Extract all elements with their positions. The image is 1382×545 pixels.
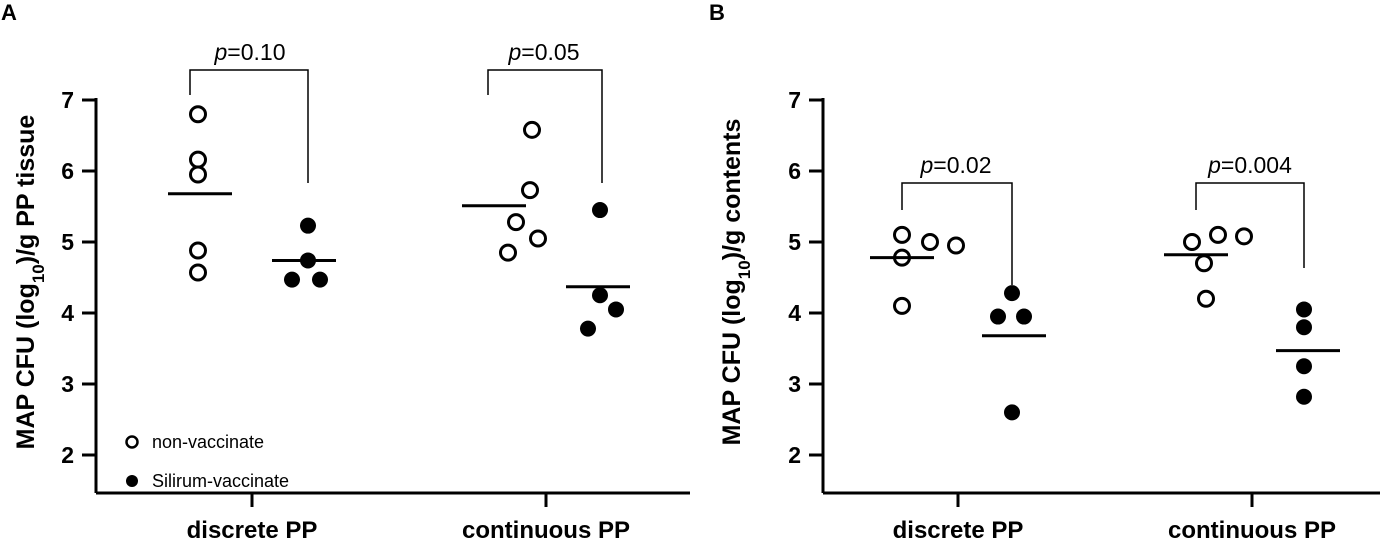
p-value-label: p=0.05 (508, 39, 580, 65)
filled-circle-point (608, 301, 624, 318)
legend-label-non-vaccinate: non-vaccinate (152, 432, 264, 452)
significance-bracket (189, 69, 309, 183)
filled-circle-point (300, 217, 316, 234)
panel-b-y-ticks: 2 3 4 5 6 7 (788, 87, 823, 468)
open-circle-point (189, 165, 207, 184)
significance-bracket (1195, 182, 1305, 268)
legend-filled-circle-marker (126, 475, 138, 487)
open-circle-point (947, 236, 965, 255)
panel-b-mean-lines (870, 253, 1340, 353)
panel-a-category-label-continuous: continuous PP (462, 517, 630, 544)
y-tick-label: 3 (788, 371, 801, 397)
panel-a-significance-brackets: p=0.10 p=0.05 (189, 39, 603, 183)
open-circle-point (921, 233, 939, 251)
legend-label-silirum-vaccinate: Silirum-vaccinate (152, 471, 289, 491)
open-circle-point (189, 105, 207, 124)
p-value-label: p=0.02 (920, 152, 992, 178)
filled-circle-point (312, 271, 328, 288)
filled-circle-point (1004, 285, 1020, 302)
y-tick-label: 2 (788, 442, 801, 468)
open-circle-point (523, 120, 541, 139)
open-circle-point (521, 181, 539, 200)
open-circle-point (529, 229, 547, 248)
panel-b-category-label-continuous: continuous PP (1168, 517, 1336, 544)
panel-b-y-axis-label: MAP CFU (log10)/g contents (718, 119, 754, 446)
y-tick-label: 3 (61, 371, 74, 397)
open-circle-point (189, 241, 207, 260)
panel-a-y-axis-label: MAP CFU (log10)/g PP tissue (12, 115, 48, 450)
open-circle-point (1235, 227, 1253, 246)
open-circle-point (1195, 254, 1213, 273)
panel-b-category-label-discrete: discrete PP (893, 517, 1024, 544)
filled-circle-point (592, 287, 608, 304)
y-tick-label: 4 (61, 300, 74, 326)
filled-circle-point (1296, 388, 1312, 405)
open-circle-point (499, 243, 517, 262)
y-tick-label: 7 (61, 87, 74, 113)
panel-b-significance-brackets: p=0.02 p=0.004 (901, 152, 1305, 285)
open-circle-point (893, 296, 911, 315)
filled-circle-point (990, 308, 1006, 325)
open-circle-point (507, 213, 525, 232)
panel-a: A MAP CFU (log10)/g PP tissue 2 3 4 5 6 7 dis… (1, 0, 690, 544)
filled-circle-point (284, 271, 300, 288)
panel-b-letter: B (709, 0, 725, 25)
filled-circle-point (580, 320, 596, 337)
panel-b: B MAP CFU (log10)/g contents 2 3 4 5 6 7 disc… (709, 0, 1380, 544)
filled-circle-point (1296, 319, 1312, 336)
filled-circle-point (1296, 358, 1312, 375)
y-tick-label: 2 (61, 442, 74, 468)
y-tick-label: 5 (61, 229, 74, 255)
p-value-label: p=0.10 (214, 39, 286, 65)
y-tick-label: 5 (788, 229, 801, 255)
open-circle-point (1183, 233, 1201, 251)
y-tick-label: 7 (788, 87, 801, 113)
legend-open-circle-marker (125, 435, 139, 449)
panel-b-data-points (893, 225, 1312, 421)
significance-bracket (901, 182, 1013, 285)
significance-bracket (487, 69, 603, 183)
filled-circle-point (1004, 404, 1020, 421)
y-tick-label: 6 (61, 158, 74, 184)
filled-circle-point (592, 202, 608, 219)
open-circle-point (189, 150, 207, 169)
open-circle-point (1209, 225, 1227, 244)
filled-circle-point (1016, 308, 1032, 325)
panel-a-mean-lines (168, 192, 630, 289)
panel-a-data-points (189, 105, 624, 337)
open-circle-point (189, 263, 207, 282)
panel-a-y-ticks: 2 3 4 5 6 7 (61, 87, 96, 468)
panel-a-legend: non-vaccinate Silirum-vaccinate (125, 432, 289, 491)
panel-a-category-label-discrete: discrete PP (187, 517, 318, 544)
panel-a-letter: A (1, 0, 17, 25)
filled-circle-point (1296, 301, 1312, 318)
p-value-label: p=0.004 (1207, 152, 1292, 178)
y-tick-label: 6 (788, 158, 801, 184)
open-circle-point (893, 225, 911, 244)
y-tick-label: 4 (788, 300, 801, 326)
open-circle-point (1197, 289, 1215, 308)
